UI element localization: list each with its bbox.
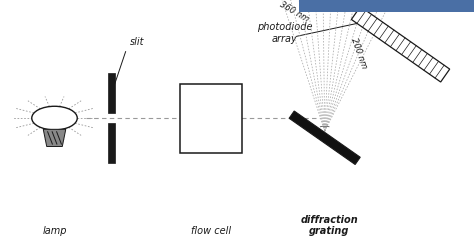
Text: slit: slit bbox=[130, 37, 145, 47]
Text: photodiode
array: photodiode array bbox=[256, 22, 312, 44]
Bar bbox=[108, 123, 115, 163]
Text: lamp: lamp bbox=[42, 226, 67, 236]
Text: 200 nm: 200 nm bbox=[349, 36, 368, 70]
Polygon shape bbox=[289, 111, 360, 165]
Bar bbox=[180, 84, 242, 153]
Polygon shape bbox=[43, 129, 66, 147]
Text: flow cell: flow cell bbox=[191, 226, 231, 236]
Circle shape bbox=[32, 106, 77, 130]
Bar bbox=[108, 73, 115, 113]
Polygon shape bbox=[351, 7, 450, 82]
Bar bbox=[299, 0, 474, 12]
Text: diffraction
grating: diffraction grating bbox=[301, 215, 358, 236]
Text: 360 nm: 360 nm bbox=[278, 0, 310, 24]
